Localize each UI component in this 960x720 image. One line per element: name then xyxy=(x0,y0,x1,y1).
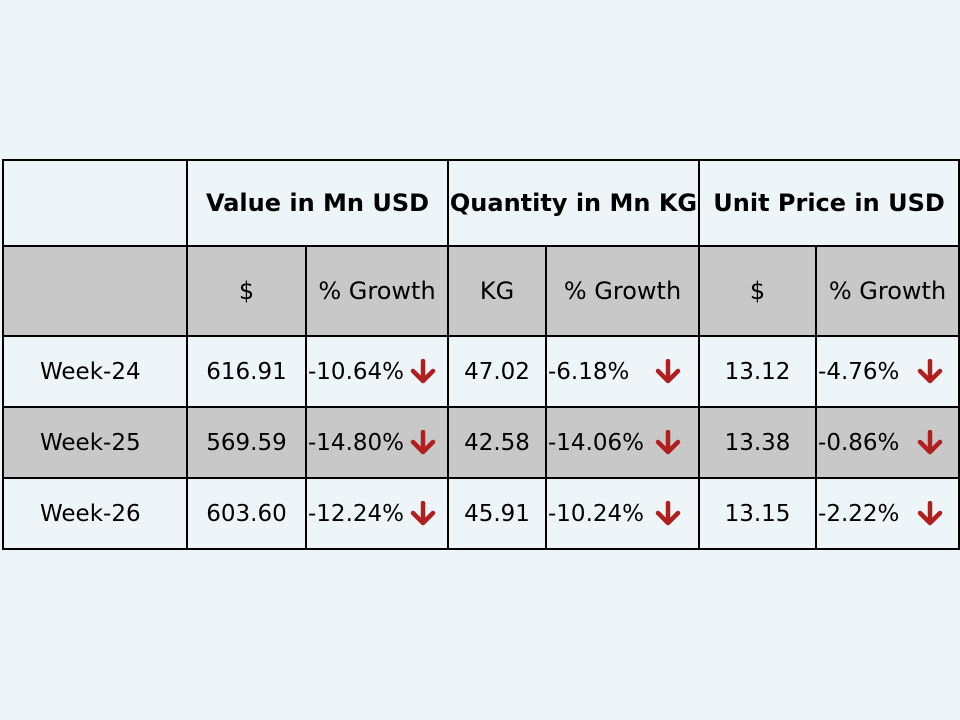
down-arrow-icon xyxy=(410,500,436,527)
growth-text: -0.86% xyxy=(818,429,900,456)
week-label: Week-24 xyxy=(2,335,188,408)
header-row: Value in Mn USD Quantity in Mn KG Unit P… xyxy=(2,159,960,247)
growth-text: -2.22% xyxy=(818,500,900,527)
growth-text: -10.64% xyxy=(308,358,404,385)
down-arrow-icon xyxy=(917,500,943,527)
header-unit-price: Unit Price in USD xyxy=(698,159,960,247)
growth-text: -6.18% xyxy=(548,358,630,385)
growth-text: -10.24% xyxy=(548,500,644,527)
week-label: Week-26 xyxy=(2,477,188,550)
price-cell: 13.38 xyxy=(698,406,818,479)
down-arrow-icon xyxy=(410,429,436,456)
growth-text: -14.80% xyxy=(308,429,404,456)
price-cell: 13.12 xyxy=(698,335,818,408)
subheader-price-unit: $ xyxy=(698,245,818,337)
down-arrow-icon xyxy=(410,358,436,385)
week-label: Week-25 xyxy=(2,406,188,479)
table-row: Week-25 569.59 -14.80% 42.58 -14.06% 13.… xyxy=(2,406,960,479)
value-growth-cell: -10.64% xyxy=(305,335,449,408)
value-cell: 616.91 xyxy=(186,335,307,408)
quantity-cell: 42.58 xyxy=(447,406,547,479)
subheader-value-unit: $ xyxy=(186,245,307,337)
price-growth-cell: -0.86% xyxy=(815,406,960,479)
price-growth-cell: -4.76% xyxy=(815,335,960,408)
down-arrow-icon xyxy=(917,358,943,385)
subheader-blank-cell xyxy=(2,245,188,337)
price-cell: 13.15 xyxy=(698,477,818,550)
table-row: Week-26 603.60 -12.24% 45.91 -10.24% 13.… xyxy=(2,477,960,550)
table-row: Week-24 616.91 -10.64% 47.02 -6.18% 13.1… xyxy=(2,335,960,408)
header-blank-cell xyxy=(2,159,188,247)
growth-text: -4.76% xyxy=(818,358,900,385)
price-growth-cell: -2.22% xyxy=(815,477,960,550)
quantity-growth-cell: -14.06% xyxy=(544,406,701,479)
trade-summary-table: Value in Mn USD Quantity in Mn KG Unit P… xyxy=(2,159,960,550)
subheader-value-growth: % Growth xyxy=(305,245,449,337)
header-quantity: Quantity in Mn KG xyxy=(446,159,701,247)
down-arrow-icon xyxy=(655,500,681,527)
quantity-growth-cell: -6.18% xyxy=(544,335,701,408)
quantity-cell: 45.91 xyxy=(447,477,547,550)
down-arrow-icon xyxy=(917,429,943,456)
header-value: Value in Mn USD xyxy=(186,159,449,247)
growth-text: -12.24% xyxy=(308,500,404,527)
down-arrow-icon xyxy=(655,358,681,385)
value-cell: 569.59 xyxy=(186,406,307,479)
value-growth-cell: -12.24% xyxy=(305,477,449,550)
quantity-growth-cell: -10.24% xyxy=(544,477,701,550)
value-cell: 603.60 xyxy=(186,477,307,550)
subheader-row: $ % Growth KG % Growth $ % Growth xyxy=(2,245,960,337)
quantity-cell: 47.02 xyxy=(447,335,547,408)
down-arrow-icon xyxy=(655,429,681,456)
growth-text: -14.06% xyxy=(548,429,644,456)
value-growth-cell: -14.80% xyxy=(305,406,449,479)
subheader-price-growth: % Growth xyxy=(815,245,960,337)
subheader-quantity-growth: % Growth xyxy=(544,245,701,337)
subheader-quantity-unit: KG xyxy=(447,245,547,337)
